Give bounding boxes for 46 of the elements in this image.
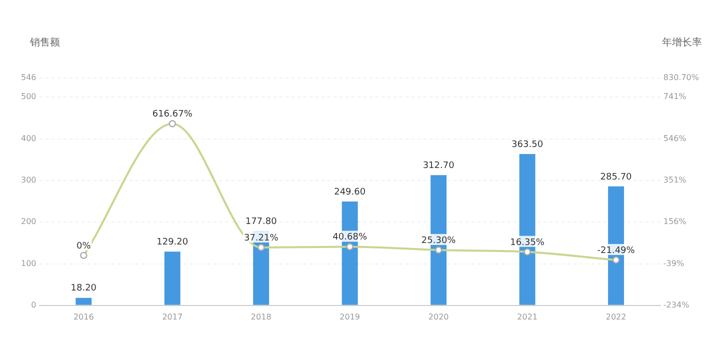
- point: [612, 256, 620, 264]
- data-label: 129.20: [156, 237, 188, 248]
- y2-tick-label: -39%: [663, 258, 684, 268]
- data-label: 18.20: [70, 284, 97, 294]
- y2-tick-label: 546%: [663, 134, 687, 143]
- point: [80, 252, 88, 260]
- y2-tick-label: 830.70%: [663, 73, 700, 82]
- data-label: -21.49%: [597, 246, 636, 256]
- point: [434, 246, 442, 254]
- y2-tick-label: 351%: [663, 176, 687, 185]
- y2-tick-label: 741%: [663, 92, 687, 102]
- y2-axis-title: 年增长率: [662, 36, 702, 49]
- data-label: 363.50: [512, 140, 544, 150]
- data-label: 16.35%: [510, 238, 545, 248]
- x-tick-label: 2022: [606, 312, 626, 322]
- data-label: 285.70: [600, 172, 632, 182]
- y2-tick-label: -234%: [663, 300, 690, 310]
- y-tick-label: 200: [20, 217, 36, 226]
- y-tick-label: 300: [20, 176, 36, 185]
- data-label: 616.67%: [152, 110, 193, 120]
- y2-tick-label: 156%: [663, 217, 687, 226]
- data-label: 25.30%: [421, 236, 456, 246]
- bar: [76, 298, 92, 305]
- point: [168, 120, 176, 128]
- y-tick-label: 500: [20, 92, 36, 102]
- point: [258, 244, 265, 252]
- x-tick-label: 2021: [517, 312, 538, 322]
- data-label: 0%: [76, 241, 92, 252]
- point: [346, 243, 354, 250]
- x-tick-label: 2019: [340, 312, 360, 322]
- x-tick-label: 2016: [73, 312, 94, 322]
- bar: [164, 252, 180, 305]
- y-tick-label: 546: [20, 73, 36, 82]
- y-axis-title: 销售额: [29, 36, 60, 49]
- x-tick-label: 2018: [250, 312, 272, 322]
- x-tick-label: 2020: [428, 312, 449, 322]
- x-tick-label: 2017: [162, 312, 183, 322]
- point: [524, 248, 531, 256]
- y-tick-label: 100: [20, 258, 36, 268]
- data-label: 249.60: [334, 187, 366, 198]
- data-label: 177.80: [245, 217, 278, 228]
- data-label: 312.70: [422, 161, 455, 172]
- data-label: 40.68%: [332, 232, 368, 243]
- data-label: 37.21%: [244, 233, 279, 244]
- y-tick-label: 0: [31, 300, 36, 310]
- y-tick-label: 400: [20, 134, 36, 143]
